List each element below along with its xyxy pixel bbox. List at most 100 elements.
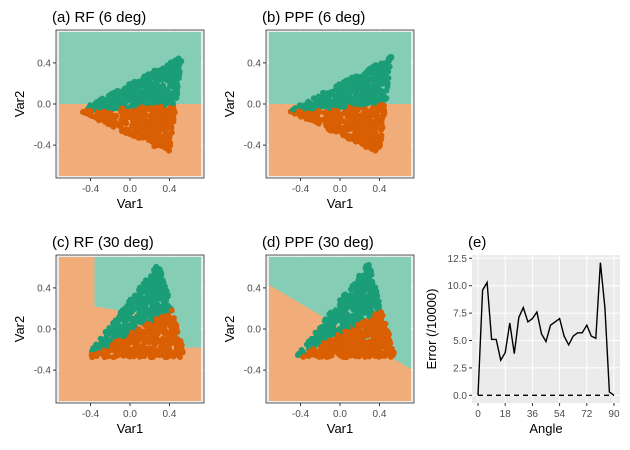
data-point	[163, 329, 170, 336]
data-point	[376, 137, 383, 144]
data-point	[372, 284, 379, 291]
x-axis-label: Var1	[327, 421, 354, 436]
data-points	[79, 55, 185, 154]
data-point	[142, 302, 149, 309]
data-point	[154, 279, 161, 286]
data-point	[326, 126, 333, 133]
data-point	[173, 94, 180, 101]
data-point	[388, 54, 395, 61]
x-tick-label: 90	[608, 409, 620, 420]
data-point	[157, 327, 164, 334]
data-point	[137, 124, 144, 131]
data-point	[160, 66, 167, 73]
data-point	[375, 312, 382, 319]
data-point	[347, 318, 354, 325]
data-point	[323, 120, 330, 127]
data-point	[158, 125, 165, 132]
y-tick-label: 12.5	[448, 254, 468, 265]
data-point	[168, 307, 175, 314]
data-point	[136, 310, 143, 317]
data-point	[344, 293, 351, 300]
x-tick-label: 0	[475, 409, 481, 420]
y-tick-label: 5.0	[453, 336, 467, 347]
panel-border	[265, 254, 415, 404]
data-point	[134, 327, 141, 334]
data-point	[121, 326, 128, 333]
data-point	[128, 301, 135, 308]
x-tick-label: 72	[581, 409, 593, 420]
data-point	[373, 85, 380, 92]
data-point	[380, 110, 387, 117]
series-solid-line	[477, 262, 615, 396]
data-point	[102, 328, 109, 335]
data-point	[112, 332, 119, 339]
data-point	[161, 285, 168, 292]
data-point	[119, 316, 126, 323]
data-point	[90, 344, 97, 351]
data-point	[149, 353, 156, 360]
data-point	[135, 134, 142, 141]
y-tick-label: -0.4	[34, 141, 52, 152]
data-point	[331, 347, 338, 354]
data-point	[122, 126, 129, 133]
data-point	[375, 107, 382, 114]
data-point	[119, 105, 126, 112]
panel-border	[265, 29, 415, 179]
data-point	[157, 339, 164, 346]
data-point	[379, 101, 386, 108]
data-point	[329, 330, 336, 337]
data-point	[123, 120, 130, 127]
data-point	[119, 341, 126, 348]
data-point	[388, 346, 395, 353]
data-point	[89, 354, 96, 361]
data-point	[357, 137, 364, 144]
x-tick-label: 36	[527, 409, 539, 420]
data-point	[152, 339, 159, 346]
data-point	[153, 316, 160, 323]
data-point	[145, 287, 152, 294]
panel-2: -0.4 0.0 0.4 0.4 0.0 -0.4 (b) PPF (6 deg) Var1 V…	[222, 9, 415, 211]
data-point	[137, 97, 144, 104]
y-axis-label: Var2	[222, 91, 237, 118]
data-point	[336, 348, 343, 355]
data-point	[315, 93, 322, 100]
data-point	[117, 89, 124, 96]
data-point	[145, 90, 152, 97]
x-tick-label: 0.0	[123, 184, 137, 195]
data-point	[301, 103, 308, 110]
data-point	[166, 142, 173, 149]
data-point	[163, 117, 170, 124]
data-point	[103, 103, 110, 110]
data-point	[369, 294, 376, 301]
data-point	[120, 352, 127, 359]
data-point	[353, 87, 360, 94]
data-point	[92, 101, 99, 108]
x-axis-label: Var1	[117, 196, 144, 211]
data-point	[119, 307, 126, 314]
data-point	[331, 102, 338, 109]
data-point	[368, 129, 375, 136]
data-point	[146, 298, 153, 305]
data-point	[366, 310, 373, 317]
y-tick-label: -0.4	[244, 366, 262, 377]
data-point	[103, 342, 110, 349]
data-point	[129, 95, 136, 102]
data-point	[333, 86, 340, 93]
data-point	[177, 338, 184, 345]
data-point	[159, 308, 166, 315]
data-point	[109, 343, 116, 350]
data-point	[384, 61, 391, 68]
x-axis-label: Angle	[529, 421, 562, 436]
data-point	[149, 324, 156, 331]
data-point	[145, 125, 152, 132]
data-point	[346, 90, 353, 97]
data-point	[379, 90, 386, 97]
data-point	[137, 284, 144, 291]
data-point	[354, 305, 361, 312]
data-point	[162, 290, 169, 297]
panel-title: (a) RF (6 deg)	[52, 9, 146, 26]
y-tick-label: 7.5	[453, 309, 467, 320]
x-tick-label: -0.4	[292, 184, 310, 195]
data-point	[325, 324, 332, 331]
data-point	[329, 338, 336, 345]
